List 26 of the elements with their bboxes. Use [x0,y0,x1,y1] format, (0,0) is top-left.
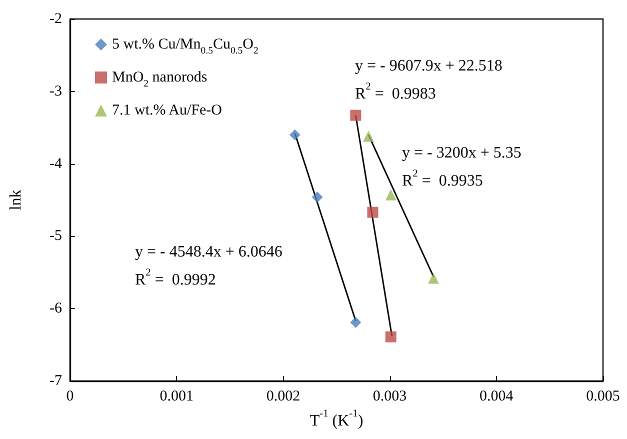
x-tick-label: 0.003 [372,388,407,404]
y-tick-label: -6 [50,300,62,317]
annotation: y = - 3200x + 5.35 [402,144,522,162]
point [362,130,374,142]
annotation: y = - 9607.9x + 22.518 [355,58,502,74]
point [385,331,396,342]
x-tick-label: 0 [66,388,74,404]
point [385,189,396,200]
legend-label: 7.1 wt.% Au/Fe-O [112,102,222,118]
y-tick-label: -2 [50,11,62,27]
point [350,316,362,328]
x-tick-label: 0.004 [480,388,514,404]
point [289,129,300,140]
x-tick-label: 0.001 [160,388,194,404]
x-tick-label: 0.002 [266,388,300,404]
point [367,206,378,218]
y-tick-label: -3 [50,83,62,100]
x-tick-label: 0.005 [586,388,620,404]
y-axis-title: lnk [8,190,24,210]
point [350,110,362,121]
annotation: y = - 4548.4x + 6.0646 [135,244,282,260]
point [428,272,440,284]
y-tick-label: -4 [50,156,62,172]
point [312,192,323,203]
y-tick-label: -7 [50,373,62,389]
y-tick-label: -5 [50,228,62,244]
